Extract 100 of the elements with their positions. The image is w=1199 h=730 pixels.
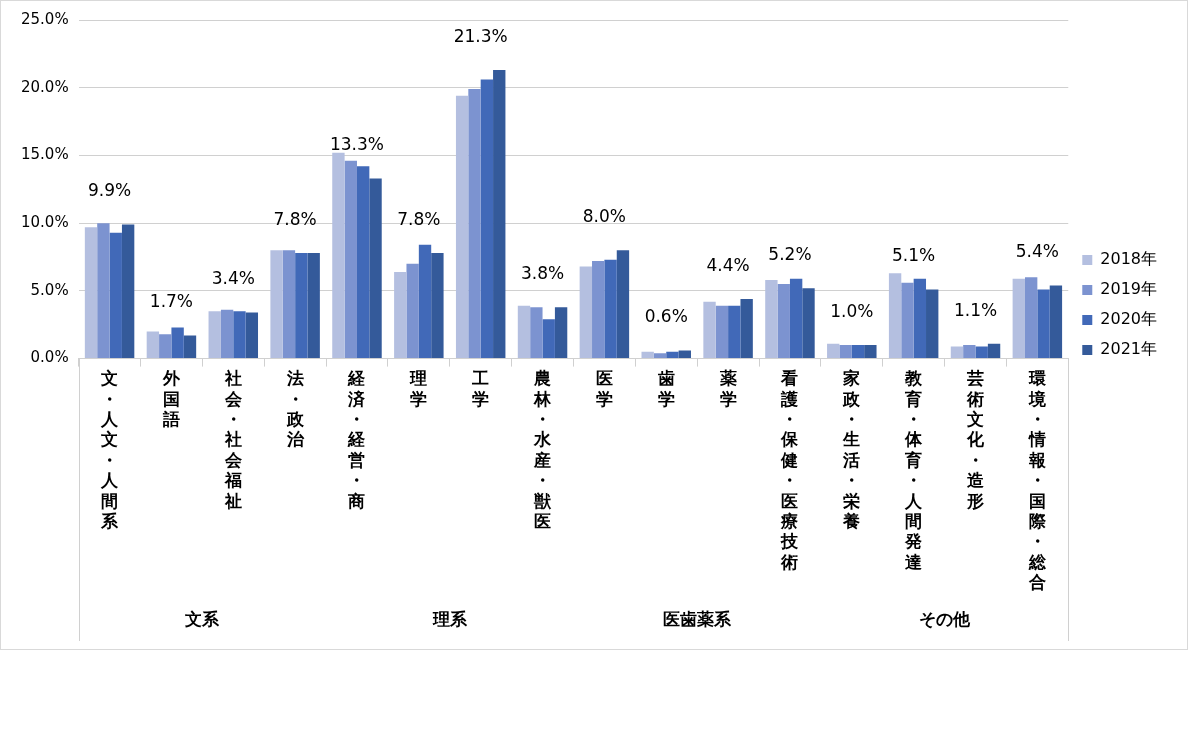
bar: [270, 250, 283, 359]
bar: [356, 166, 370, 359]
x-tick-label: 家政・生活・栄養: [842, 368, 862, 532]
bar: [146, 331, 160, 359]
bar: [616, 250, 630, 359]
bar: [468, 89, 481, 359]
bar: [1049, 285, 1063, 359]
legend-label: 2018年: [1100, 249, 1157, 269]
bar: [517, 305, 531, 359]
bar: [715, 305, 729, 359]
y-tick-label: 25.0%: [21, 9, 69, 28]
x-tick-label: 理学: [409, 368, 428, 409]
bar: [431, 252, 444, 359]
data-label: 3.4%: [211, 268, 255, 289]
bar: [666, 351, 679, 359]
bar: [418, 244, 432, 359]
bar: [789, 278, 803, 359]
bar: [913, 278, 927, 359]
bar: [851, 345, 865, 359]
data-label: 1.7%: [149, 291, 194, 312]
bar: [183, 335, 197, 359]
x-tick-label: 社会・社会福祉: [223, 368, 243, 511]
data-label: 21.3%: [453, 26, 508, 47]
data-label: 0.6%: [644, 306, 688, 327]
legend-label: 2021年: [1100, 339, 1157, 359]
data-label: 9.9%: [87, 180, 132, 201]
bar: [121, 224, 135, 359]
category-label: 教育・体育・人間発達: [905, 368, 923, 572]
data-label: 5.2%: [768, 244, 812, 265]
data-label: 8.0%: [582, 206, 626, 227]
bar: [332, 152, 345, 359]
data-label: 5.1%: [892, 245, 936, 266]
bar: [394, 271, 407, 359]
bar: [987, 343, 1001, 359]
data-label: 7.8%: [273, 208, 317, 229]
bar: [827, 343, 840, 359]
x-tick-label: 法・政治: [285, 368, 305, 450]
bar: [740, 299, 753, 359]
data-label: 5.4%: [1015, 241, 1059, 262]
bar: [1037, 289, 1050, 359]
bar: [864, 345, 877, 359]
bar: [208, 311, 221, 359]
bar: [653, 353, 667, 359]
bar: [703, 301, 716, 359]
bar: [480, 79, 494, 359]
legend-label: 2019年: [1100, 279, 1157, 299]
bar: [963, 345, 976, 359]
x-tick-label: 工学: [471, 368, 490, 409]
text: 理系: [431, 609, 468, 630]
text: その他: [919, 609, 972, 630]
bar: [641, 351, 654, 359]
x-tick-label: 薬学: [718, 368, 737, 409]
y-tick-label: 5.0%: [30, 280, 69, 299]
bar: [554, 307, 568, 359]
y-tick-label: 15.0%: [21, 145, 69, 164]
bar: [1012, 278, 1025, 359]
x-tick-label: 医学: [595, 368, 613, 409]
y-tick-label: 20.0%: [21, 77, 69, 96]
bar: [1024, 277, 1038, 359]
text: 医歯薬系: [663, 609, 733, 630]
x-tick-label: 文・人文・人間系: [100, 368, 120, 532]
bar: [542, 319, 555, 359]
bar: [109, 232, 122, 359]
bar: [592, 261, 605, 359]
bar: [901, 282, 914, 359]
bar: [220, 309, 234, 359]
y-tick-label: 10.0%: [21, 213, 69, 232]
x-tick-label: 経済・経営・商: [347, 368, 367, 511]
bar: [245, 312, 259, 359]
bar: [888, 273, 902, 359]
bar: [579, 266, 593, 359]
bar: [282, 250, 296, 359]
text: 文系: [184, 609, 221, 630]
data-label: 3.8%: [520, 263, 565, 284]
bar: [604, 259, 617, 359]
bar: [926, 289, 939, 359]
bar: [84, 227, 98, 359]
bar: [344, 160, 357, 359]
bar: [530, 307, 543, 359]
bar: [839, 345, 852, 359]
bar: [975, 346, 988, 359]
bar: [678, 350, 691, 359]
bar: [950, 346, 964, 359]
data-label: 7.8%: [397, 208, 441, 229]
bar: [777, 284, 790, 359]
x-tick-label: 農林・水産・獣医: [533, 368, 553, 532]
bar: [765, 280, 778, 359]
x-tick-label: 芸術文化・造形: [966, 368, 985, 511]
data-label: 1.1%: [953, 299, 998, 320]
bar: [406, 263, 419, 359]
bar: [295, 252, 308, 359]
bar: [369, 178, 382, 359]
category-label: 環境・情報・国際・総合: [1028, 368, 1046, 593]
bar: [802, 288, 815, 359]
x-tick-label: 歯学: [656, 368, 675, 409]
category-label: 看護・保健・医療技術: [781, 368, 799, 572]
x-tick-label: 外国語: [161, 368, 181, 430]
bar: [97, 223, 110, 359]
bar: [455, 95, 469, 359]
bar: [233, 311, 246, 359]
